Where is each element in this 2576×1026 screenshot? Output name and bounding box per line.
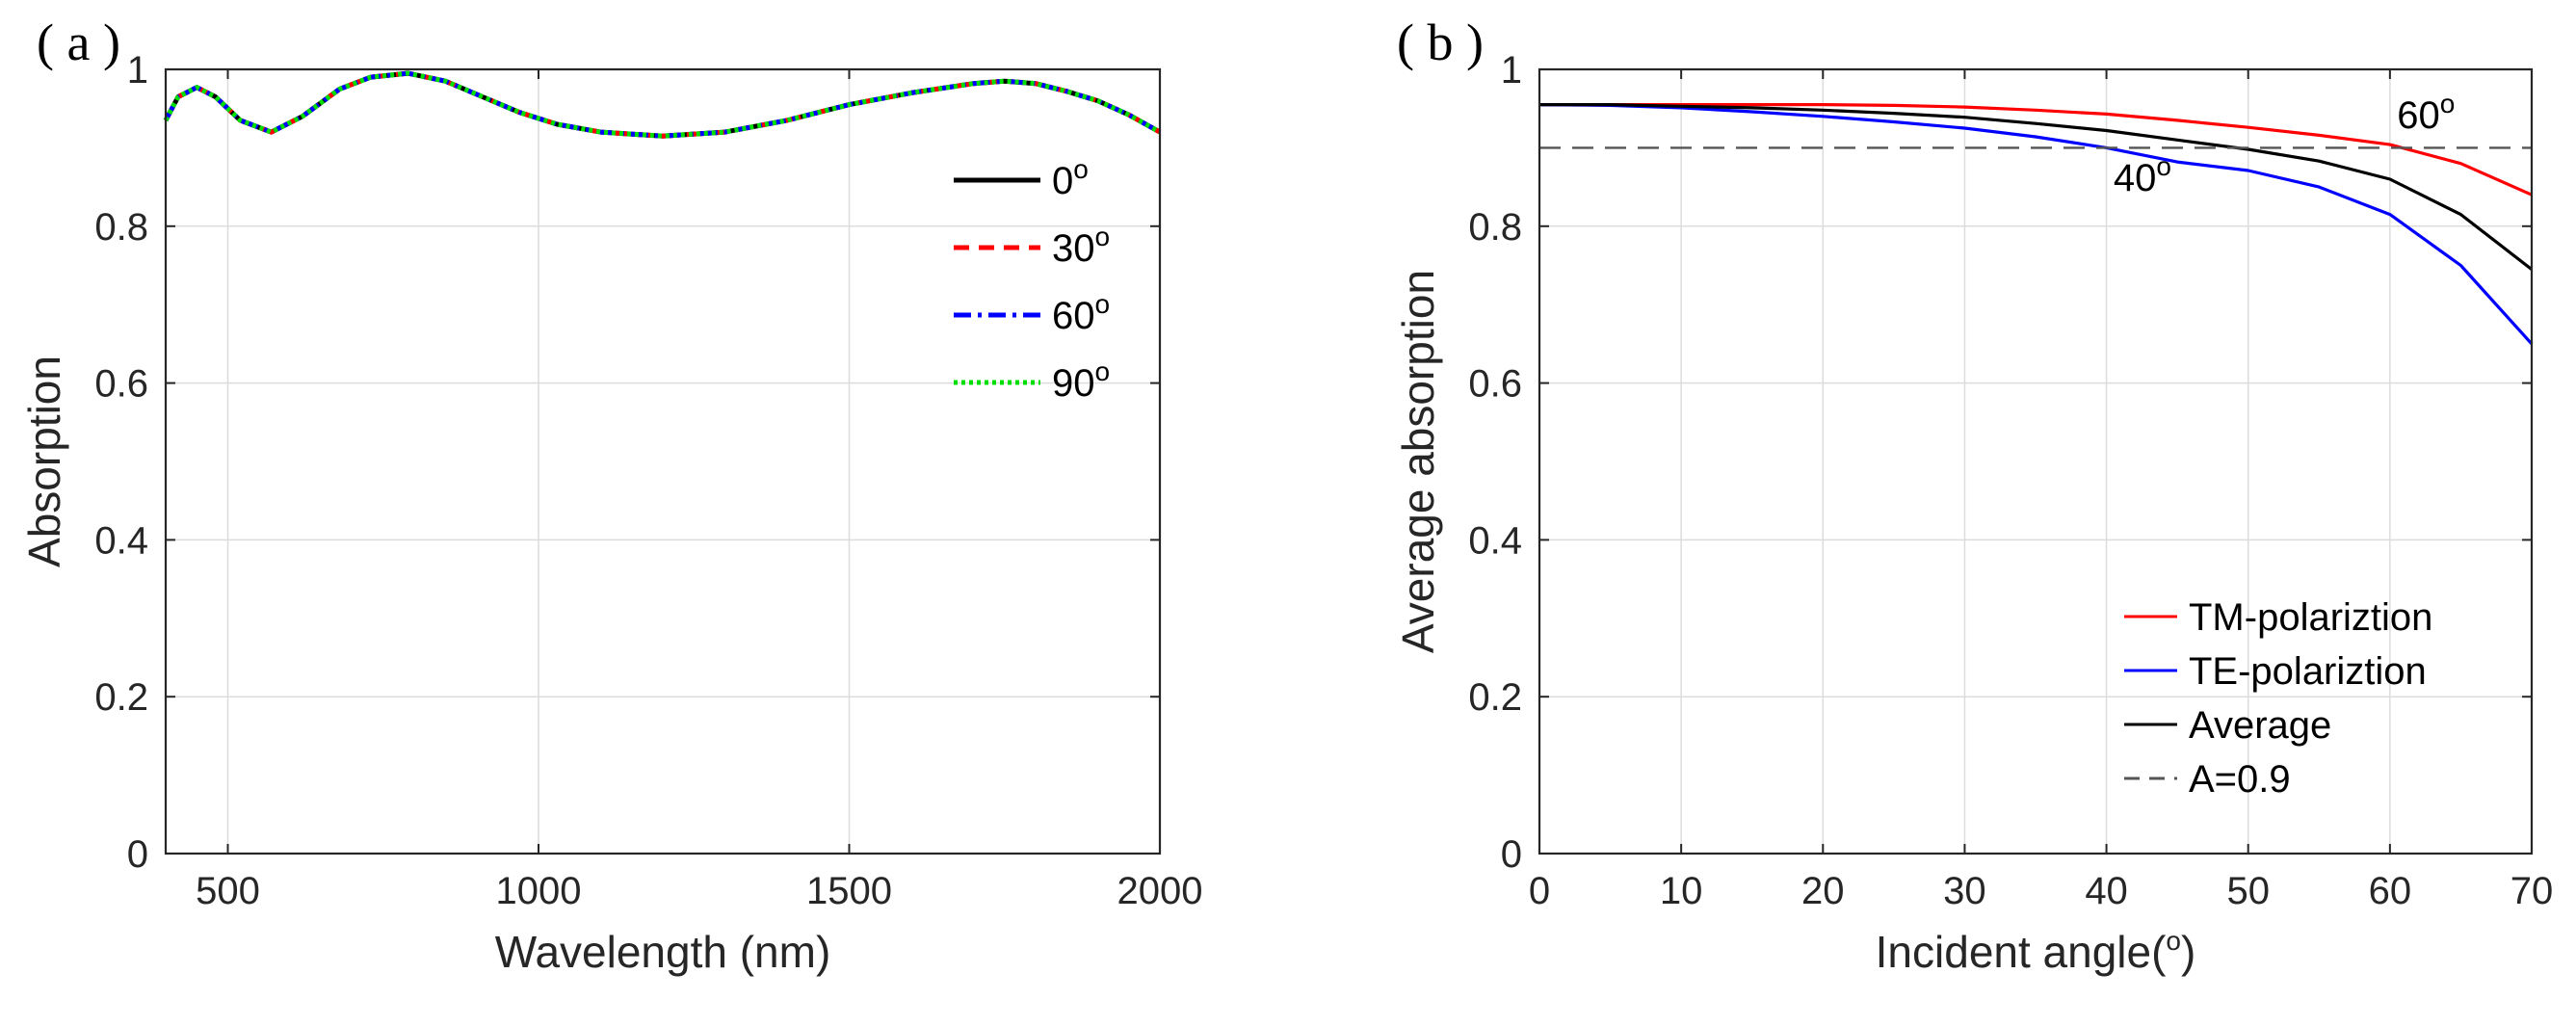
legend-label-sup: o [1095, 289, 1111, 319]
x-tick-label: 1000 [496, 870, 582, 912]
panel-b: ( b ) 0 10 20 30 40 50 60 70 0 0.2 0.4 0.6 0.8 1 Inci… [1393, 13, 2553, 977]
y-tick-label: 0.2 [1468, 676, 1522, 719]
panel-a-ticks: 500 1000 1500 2000 0 0.2 0.4 0.6 0.8 1 [94, 49, 1202, 912]
panel-a-label: ( a ) [37, 13, 120, 71]
panel-b-x-axis-title-sup: o [2166, 926, 2181, 956]
x-tick-label: 10 [1660, 870, 1703, 912]
panel-b-ticks: 0 10 20 30 40 50 60 70 0 0.2 0.4 0.6 0.8 1 [1468, 49, 2553, 912]
y-tick-label: 1 [1501, 49, 1522, 92]
angle-annotation-sup: o [2440, 89, 2456, 118]
series-line-tm-polariztion [1539, 102, 2533, 197]
angle-annotation-sup: o [2156, 151, 2171, 181]
x-tick-label: 20 [1801, 870, 1845, 912]
panel-b-frame [1538, 67, 2534, 855]
angle-annotation: 60o [2397, 89, 2455, 137]
y-tick-label: 0.2 [94, 676, 148, 719]
panel-b-label: ( b ) [1397, 13, 1484, 71]
panel-b-y-axis-title: Average absorption [1393, 270, 1443, 653]
x-tick-label: 60 [2369, 870, 2412, 912]
x-tick-label: 30 [1943, 870, 1986, 912]
series-line-90 [163, 70, 1162, 139]
legend-label: A=0.9 [2189, 758, 2291, 801]
panel-b-x-axis-title: Incident angle(o) [1876, 926, 2196, 977]
y-tick-label: 0.8 [94, 206, 148, 249]
legend-label-value: 0 [1052, 160, 1073, 202]
panel-b-lines [1538, 102, 2534, 345]
legend-label: TE-polariztion [2189, 650, 2427, 693]
legend-label: 0o [1052, 154, 1089, 202]
legend-label: 30o [1052, 222, 1110, 270]
series-line-te-polariztion [1538, 103, 2534, 345]
panel-a-lines [163, 70, 1162, 139]
panel-a-grid [166, 68, 1161, 855]
series-line-average [1539, 102, 2533, 271]
angle-annotation: 40o [2114, 151, 2171, 199]
x-tick-label: 1500 [806, 870, 892, 912]
panel-a-frame [164, 67, 1162, 855]
legend-label: 90o [1052, 356, 1110, 405]
legend-label: TM-polariztion [2189, 596, 2432, 639]
panel-a-x-axis-title: Wavelength (nm) [495, 927, 831, 977]
y-tick-label: 0.6 [1468, 363, 1522, 406]
y-tick-label: 1 [127, 49, 148, 92]
angle-annotation-value: 60 [2397, 94, 2440, 137]
legend-label-value: 90 [1052, 362, 1095, 405]
y-tick-label: 0.8 [1468, 206, 1522, 249]
x-tick-label: 40 [2085, 870, 2128, 912]
legend-label-value: 60 [1052, 295, 1095, 337]
y-tick-label: 0.4 [1468, 519, 1522, 562]
y-tick-label: 0.4 [94, 519, 148, 562]
panel-b-x-axis-title-end: ) [2181, 927, 2195, 977]
x-tick-label: 50 [2226, 870, 2270, 912]
y-tick-label: 0 [1501, 833, 1522, 876]
angle-annotation-value: 40 [2114, 157, 2157, 199]
legend-label-value: 30 [1052, 227, 1095, 270]
panel-b-legend: TM-polariztion TE-polariztion Average A=0.9 [2124, 596, 2432, 801]
x-tick-label: 2000 [1117, 870, 1203, 912]
y-tick-label: 0 [127, 833, 148, 876]
legend-label-sup: o [1095, 356, 1111, 386]
panel-a-y-axis-title: Absorption [19, 355, 69, 567]
legend-label: 60o [1052, 289, 1110, 337]
legend-label-sup: o [1095, 222, 1111, 251]
series-line-60 [163, 70, 1162, 139]
legend-label-sup: o [1073, 154, 1089, 184]
x-tick-label: 0 [1529, 870, 1550, 912]
x-tick-label: 500 [196, 870, 260, 912]
panel-b-grid [1538, 68, 2533, 855]
x-tick-label: 70 [2510, 870, 2554, 912]
panel-b-x-axis-title-main: Incident angle( [1876, 927, 2167, 977]
panel-a: ( a ) 500 1000 1500 2000 0 0.2 0.4 0.6 0.8 1 Wave… [19, 13, 1202, 977]
legend-label: Average [2189, 704, 2331, 747]
y-tick-label: 0.6 [94, 363, 148, 406]
